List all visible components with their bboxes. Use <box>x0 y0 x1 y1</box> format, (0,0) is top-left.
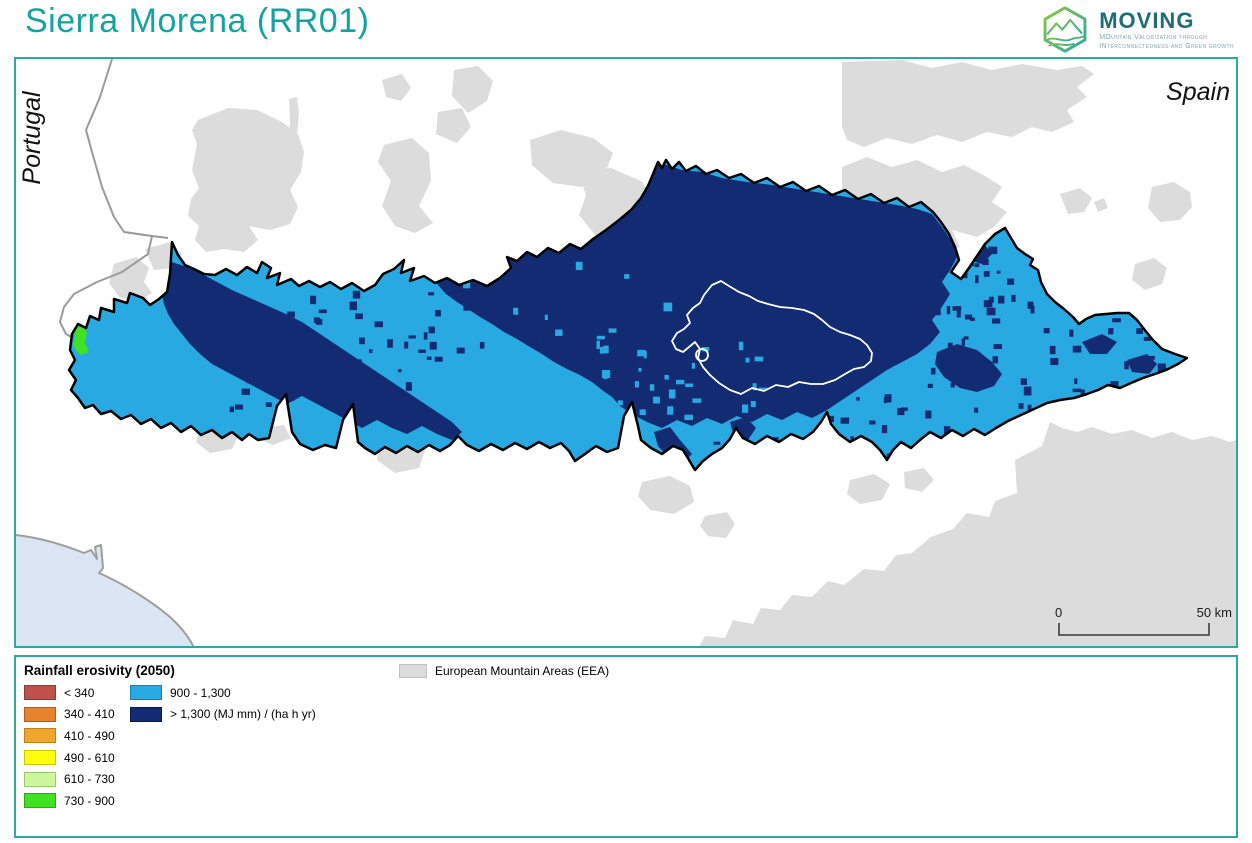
green-erosivity-patch <box>73 325 89 355</box>
logo-brand: MOVING <box>1099 7 1195 33</box>
legend-item-2: 410 - 490 <box>24 728 115 744</box>
legend-panel: Rainfall erosivity (2050) European Mount… <box>14 655 1238 838</box>
legend-swatch <box>24 728 56 744</box>
legend-swatch <box>24 771 56 787</box>
logo-subtitle-line2: INterconnectedness and Green growth <box>1099 42 1234 50</box>
legend-label: 340 - 410 <box>64 707 115 722</box>
legend-item-eea: European Mountain Areas (EEA) <box>399 664 609 678</box>
legend-swatch <box>24 706 56 722</box>
map-panel: Portugal Spain 0 50 km <box>14 57 1238 648</box>
legend-item-1: 340 - 410 <box>24 706 115 722</box>
legend-swatch <box>130 685 162 700</box>
legend-label: 900 - 1,300 <box>170 685 231 700</box>
legend-swatch <box>24 793 56 809</box>
legend-swatch <box>24 685 56 700</box>
legend-title: Rainfall erosivity (2050) <box>24 663 175 678</box>
erosivity-classes <box>73 162 1166 464</box>
focal-area-outline <box>671 280 873 395</box>
map-canvas: Portugal Spain 0 50 km <box>16 59 1236 646</box>
moving-logo: MOVING MOuntain Valorization through INt… <box>1039 5 1234 54</box>
legend-label: > 1,300 (MJ mm) / (ha h yr) <box>170 707 316 722</box>
sierra-morena-outline <box>67 158 1189 472</box>
legend-item-4: 610 - 730 <box>24 771 115 787</box>
legend-item-5: 730 - 900 <box>24 793 115 809</box>
scale-bar: 0 50 km <box>1055 605 1232 636</box>
legend-swatch <box>24 750 56 766</box>
scale-bar-start: 0 <box>1055 605 1062 620</box>
legend-item-3: 490 - 610 <box>24 750 115 766</box>
legend-item-0: < 340 <box>24 685 115 700</box>
coastline <box>16 534 195 646</box>
legend-item-7: > 1,300 (MJ mm) / (ha h yr) <box>130 706 316 722</box>
sea-area <box>16 535 194 646</box>
eea-swatch <box>399 664 427 678</box>
logo-subtitle-line1: MOuntain Valorization through <box>1099 33 1208 41</box>
eea-label: European Mountain Areas (EEA) <box>435 664 610 678</box>
legend-column-1: < 340 340 - 410 410 - 490 490 - 610 610 - 73… <box>24 685 115 815</box>
legend-column-2: 900 - 1,300 > 1,300 (MJ mm) / (ha h yr) <box>130 685 316 728</box>
portugal-label: Portugal <box>18 90 46 185</box>
legend-label: 410 - 490 <box>64 728 115 743</box>
legend-label: 490 - 610 <box>64 750 115 765</box>
legend-swatch <box>130 706 162 722</box>
legend-label: < 340 <box>64 685 95 700</box>
page-title: Sierra Morena (RR01) <box>25 2 370 40</box>
erosivity-high-patches <box>162 162 1166 464</box>
portugal-spain-border <box>59 59 169 339</box>
moving-logo-icon <box>1043 6 1087 53</box>
spain-label: Spain <box>1166 78 1230 106</box>
legend-label: 610 - 730 <box>64 772 115 787</box>
legend-item-6: 900 - 1,300 <box>130 685 316 700</box>
scale-bar-end: 50 km <box>1197 605 1232 620</box>
legend-label: 730 - 900 <box>64 793 115 808</box>
